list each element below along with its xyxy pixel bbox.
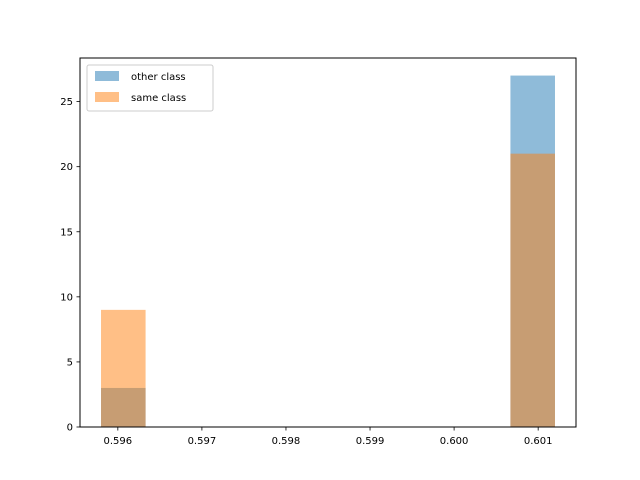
- x-tick-label: 0.599: [356, 436, 385, 447]
- legend-swatch: [95, 71, 119, 81]
- y-tick-label: 25: [60, 97, 73, 108]
- y-axis: 0 5 10 15 20 25: [60, 97, 80, 434]
- y-tick-label: 10: [60, 292, 73, 303]
- x-tick-label: 0.601: [524, 436, 553, 447]
- x-tick-label: 0.596: [104, 436, 133, 447]
- plot-frame: [79, 57, 577, 428]
- x-tick-label: 0.600: [440, 436, 469, 447]
- x-tick-label: 0.597: [188, 436, 217, 447]
- y-tick-label: 5: [67, 357, 73, 368]
- bars-layer: [101, 75, 555, 428]
- y-tick-label: 20: [60, 162, 73, 173]
- legend: other class same class: [86, 64, 214, 112]
- histogram-bar: [510, 153, 555, 428]
- y-tick-label: 0: [67, 423, 73, 434]
- histogram-bar: [101, 309, 146, 427]
- legend-swatch: [95, 92, 119, 102]
- x-axis: 0.596 0.597 0.598 0.599 0.600 0.601: [104, 427, 553, 447]
- legend-label: other class: [131, 72, 186, 83]
- x-tick-label: 0.598: [272, 436, 301, 447]
- legend-label: same class: [131, 93, 186, 104]
- y-tick-label: 15: [60, 227, 73, 238]
